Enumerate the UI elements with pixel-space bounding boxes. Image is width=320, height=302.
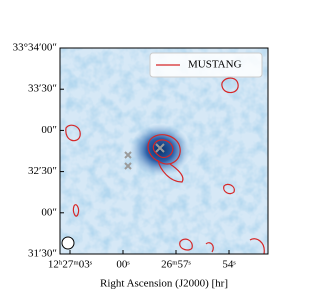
figure: MUSTANG Right Ascension (J2000) [hr] 33°… bbox=[13, 42, 269, 290]
legend-box bbox=[149, 52, 263, 78]
x-tick-label: 54ˢ bbox=[222, 259, 236, 271]
contours bbox=[65, 77, 265, 254]
x-tick-label: 00ˢ bbox=[116, 259, 130, 271]
legend-label: MUSTANG bbox=[188, 59, 242, 71]
beam bbox=[61, 236, 75, 250]
y-tick-label: 33′30″ bbox=[28, 83, 57, 95]
y-tick-label: 00″ bbox=[41, 206, 57, 218]
y-tick-label: 00″ bbox=[41, 124, 57, 136]
y-tick-label: 31′30″ bbox=[28, 248, 57, 260]
plot-frame bbox=[59, 47, 269, 255]
x-tick-label: 12ʰ27ᵐ03ˢ bbox=[48, 259, 93, 271]
y-tick-label: 32′30″ bbox=[28, 165, 57, 177]
source-markers bbox=[124, 143, 165, 170]
sky-image bbox=[60, 48, 268, 254]
x-axis-label: Right Ascension (J2000) [hr] bbox=[100, 278, 228, 290]
y-tick-label: 33°34′00″ bbox=[13, 42, 57, 54]
x-tick-label: 26ᵐ57ˢ bbox=[161, 259, 191, 271]
legend: MUSTANG bbox=[149, 52, 263, 78]
